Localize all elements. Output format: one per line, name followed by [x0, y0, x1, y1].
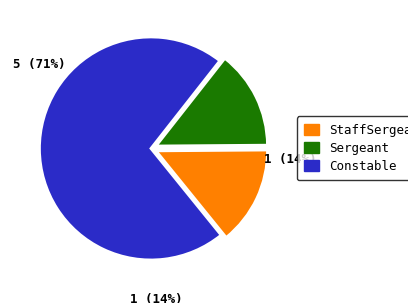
Legend: StaffSergeant, Sergeant, Constable: StaffSergeant, Sergeant, Constable: [297, 116, 408, 181]
Text: 5 (71%): 5 (71%): [13, 58, 66, 71]
Wedge shape: [40, 37, 221, 260]
Wedge shape: [156, 58, 268, 146]
Wedge shape: [156, 150, 268, 238]
Text: 1 (14%): 1 (14%): [130, 292, 183, 303]
Text: 1 (14%): 1 (14%): [264, 153, 317, 166]
